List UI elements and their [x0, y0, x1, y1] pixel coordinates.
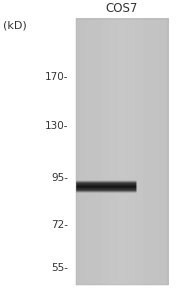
Text: 130-: 130-	[45, 121, 69, 131]
Bar	[76, 19, 168, 285]
Text: (kD): (kD)	[3, 20, 27, 30]
Text: COS7: COS7	[106, 2, 138, 14]
Text: 55-: 55-	[52, 263, 69, 273]
Text: 95-: 95-	[52, 173, 69, 184]
Text: 170-: 170-	[45, 73, 69, 82]
Text: 72-: 72-	[52, 220, 69, 230]
